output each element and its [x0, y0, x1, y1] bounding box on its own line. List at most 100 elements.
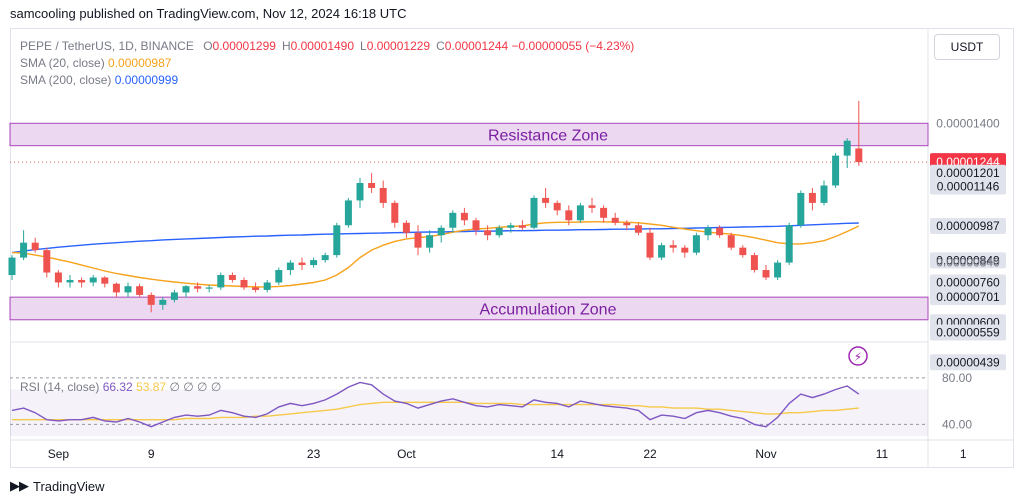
- zone-label-0: Resistance Zone: [488, 127, 608, 144]
- candle-body: [518, 225, 526, 228]
- zone-1: [9, 296, 929, 321]
- candle-body: [182, 286, 190, 293]
- candle-body: [263, 282, 271, 290]
- candle-body: [484, 230, 492, 236]
- candle-body: [472, 220, 480, 231]
- candle-body: [414, 232, 422, 248]
- candle-body: [820, 185, 828, 203]
- price-label: 0.00000849: [936, 253, 1000, 267]
- candle-body: [553, 202, 561, 211]
- candle-body: [855, 148, 863, 163]
- candle-body: [600, 207, 608, 218]
- candle-body: [344, 200, 352, 226]
- price-label: 0.00000840: [936, 256, 1000, 270]
- candle-body: [310, 260, 318, 266]
- price-label: 0.00001201: [936, 166, 1000, 180]
- candle-body: [426, 235, 434, 248]
- publish-line: samcooling published on TradingView.com,…: [10, 6, 407, 21]
- price-label: 0.00001146: [937, 179, 1000, 193]
- ohlc-key-l: L: [360, 39, 367, 53]
- ohlc-key-c: C: [436, 39, 445, 53]
- candle-body: [228, 275, 236, 280]
- sma20-label[interactable]: SMA (20, close): [20, 56, 105, 70]
- candle-body: [89, 277, 97, 283]
- candle-body: [8, 257, 16, 276]
- price-label-box: [930, 324, 1006, 341]
- sma200-line: [11, 222, 859, 254]
- candle-body: [588, 205, 596, 208]
- candle-body: [391, 202, 399, 223]
- price-label: 0.00000760: [936, 275, 1000, 289]
- candle-body: [704, 227, 712, 236]
- candle-body: [762, 270, 770, 278]
- ohlc-value-o: 0.00001299: [212, 39, 276, 53]
- rsi-line: [11, 381, 860, 428]
- sma200-label[interactable]: SMA (200, close): [20, 73, 112, 87]
- candle-body: [159, 299, 167, 305]
- alert-lightning-icon: [848, 346, 868, 366]
- x-tick-label: 22: [643, 447, 657, 461]
- candle-body: [147, 294, 155, 305]
- rsi-label[interactable]: RSI (14, close): [20, 380, 100, 394]
- candle-body: [750, 255, 758, 271]
- sma20-value: 0.00000987: [108, 56, 172, 70]
- candle-body: [739, 247, 747, 256]
- x-tick-label: 11: [876, 447, 889, 461]
- ohlc-value-l: 0.00001229: [366, 39, 431, 53]
- candle-body: [716, 227, 724, 236]
- candle-body: [54, 272, 62, 283]
- candle-body: [774, 262, 782, 278]
- candle-body: [356, 182, 364, 201]
- candle-body: [321, 255, 329, 261]
- ohlc-key-h: H: [281, 39, 291, 53]
- candle-body: [507, 225, 515, 228]
- candle-body: [785, 225, 793, 263]
- candle-body: [530, 197, 538, 228]
- candle-body: [495, 227, 503, 236]
- candle-body: [66, 279, 74, 283]
- ohlc-key-o: O: [203, 39, 213, 53]
- price-label: 0.00000559: [936, 325, 1000, 339]
- sma200-value: 0.00000999: [114, 73, 179, 87]
- candle-body: [565, 210, 573, 221]
- candle-body: [124, 286, 132, 293]
- candle-body: [460, 212, 468, 221]
- zone-label-1: Accumulation Zone: [480, 301, 617, 318]
- candle-body: [252, 287, 260, 290]
- candle-body: [681, 247, 689, 253]
- price-label: 0.00000439: [936, 355, 1000, 369]
- currency-button[interactable]: USDT: [934, 34, 1000, 60]
- symbol-label[interactable]: PEPE / TetherUS, 1D, BINANCE: [20, 39, 194, 53]
- price-label: 0.00001400: [936, 116, 1000, 130]
- candle-body: [669, 245, 677, 248]
- candle-body: [437, 227, 445, 236]
- rsi-band: [10, 389, 928, 436]
- candle-body: [611, 217, 619, 223]
- candle-body: [275, 270, 283, 283]
- rsi-extra-values: ∅ ∅ ∅ ∅: [169, 380, 222, 394]
- price-label-box: [930, 354, 1006, 371]
- candle-body: [78, 279, 86, 283]
- candle-body: [797, 192, 805, 226]
- candle-body: [286, 262, 294, 271]
- lightning-icon: ⚡: [854, 350, 862, 364]
- footer-brand[interactable]: TradingView: [33, 478, 105, 494]
- candle-body: [240, 279, 248, 288]
- candle-body: [576, 205, 584, 221]
- candle-body: [542, 197, 550, 203]
- price-label: 0.00000701: [936, 290, 1000, 304]
- ohlc-values: O0.00001299 H0.00001490 L0.00001229 C0.0000…: [197, 39, 511, 53]
- rsi-level-label: 40.00: [942, 417, 972, 431]
- candle-body: [368, 182, 376, 188]
- candle-body: [449, 212, 457, 228]
- rsi-level-label: 80.00: [942, 371, 972, 385]
- candle-body: [692, 235, 700, 253]
- price-label-box: [930, 274, 1006, 291]
- price-label-box: [930, 218, 1006, 235]
- chart-frame: [10, 28, 1014, 468]
- candle-body: [194, 286, 202, 289]
- tradingview-logo-icon: ▶▶: [10, 478, 29, 493]
- price-label-box: [930, 164, 1006, 181]
- footer: ▶▶ TradingView: [10, 478, 105, 494]
